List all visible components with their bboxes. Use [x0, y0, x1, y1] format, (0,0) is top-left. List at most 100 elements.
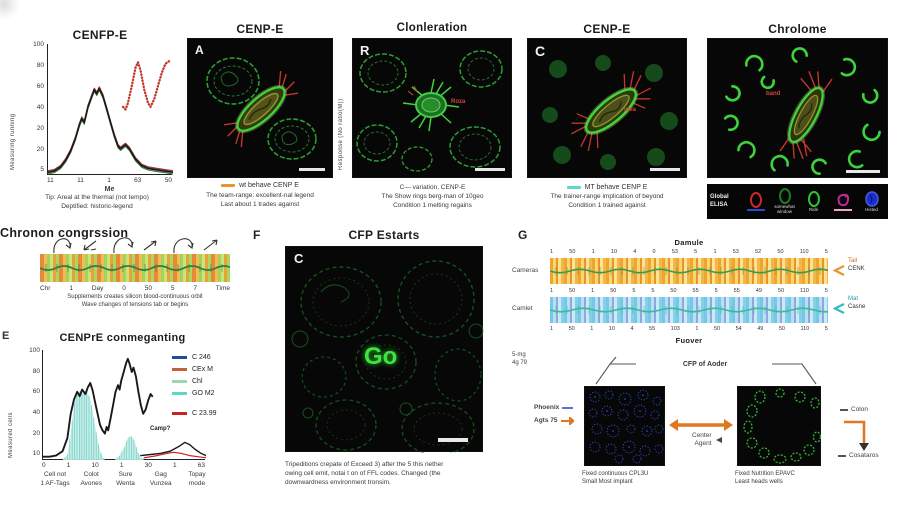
tick-label: 1: [172, 462, 177, 469]
tick-label: 40: [36, 103, 44, 111]
chart1-x-axis-label: Me: [104, 186, 115, 193]
blue-underline: [746, 209, 765, 211]
tick-label: 63: [134, 177, 142, 184]
tick-label: 1: [119, 462, 124, 469]
chart2-legend-label-3: Chl: [192, 378, 203, 385]
group5-line1: Topay: [188, 471, 206, 478]
cosataros-text: Cosataros: [849, 452, 879, 459]
chart2-y-axis-label: Measured cells: [8, 412, 14, 458]
legend-swatch-blue: [172, 356, 187, 359]
panelA-title: CENP-E: [236, 22, 284, 36]
chart1-caption-line1: Tip: Areal at the thermal (not tempo): [45, 194, 149, 201]
chart2-y-ticks: 100 80 60 40 20 10: [22, 347, 40, 458]
tick-label: 49: [757, 326, 764, 332]
chart2-legend-item-1: C 246: [172, 354, 217, 361]
tick-label: 20: [36, 145, 44, 153]
tick-label: 50: [568, 326, 575, 332]
tick-label: 54: [735, 326, 742, 332]
tick-label: 50: [144, 285, 152, 292]
gray-dash-icon-1: [840, 409, 848, 412]
tick-label: 103: [670, 326, 680, 332]
panelK-inner-annotation: band: [766, 91, 781, 97]
group2-line1: Colot: [83, 471, 99, 478]
panelK-scale-bar: [846, 170, 880, 173]
panelF-title: CFP Estarts: [348, 228, 420, 242]
gray-dash-icon-2: [838, 455, 846, 458]
tick-label: 1: [591, 288, 595, 294]
panelG-arrow2-label: Mat Casne: [848, 296, 865, 312]
colon-text: Colon: [851, 406, 868, 413]
panelA-caption-line2: Last about 1 trades against: [220, 201, 300, 208]
tick-label: 1: [695, 326, 699, 332]
tick-label: 10: [610, 249, 618, 255]
tick-label: 5: [40, 166, 44, 174]
panelG-orange-wave: [549, 267, 831, 275]
panelK-legend-title-line1: Global: [710, 194, 729, 201]
tick-label: 49: [755, 288, 762, 294]
panelG-note: 5-mg 4g 79: [512, 352, 527, 368]
panelG-numbers-bottom: 1 50 1 10 4 55 103 1 50 54 49 50 110 5: [550, 326, 828, 332]
panelG-letter: G: [518, 228, 528, 242]
chart1-x-ticks: 11 11 1 63 50: [47, 177, 172, 184]
panelC-legend-swatch: [566, 186, 581, 189]
congression-wave-line: [39, 264, 233, 272]
tick-label: 110: [799, 249, 809, 255]
tick-label: 0: [42, 462, 46, 469]
mid-label-line1: Center: [692, 432, 712, 439]
tick-label: 5: [824, 288, 828, 294]
tick-label: 50: [777, 288, 785, 294]
panelG-bracket-label: CFP of Aoder: [682, 361, 728, 368]
legend-swatch-lightgreen: [172, 380, 187, 383]
tick-label: 50: [569, 249, 576, 255]
tick-label: 5: [651, 288, 655, 294]
orange-chevron-arrow-icon: [833, 265, 845, 276]
note-line2: 4g 79: [512, 359, 528, 366]
chart2-legend-item-5: C 23.99: [172, 410, 217, 417]
panelG-numbers-mid: 1 50 1 50 5 5 50 55 5 55 49 50 110 5: [550, 288, 828, 294]
tick-label: 52: [755, 249, 762, 255]
group3-line2: Wenta: [116, 479, 135, 487]
panelG-bracket-lines: [595, 356, 817, 385]
pink-underline: [833, 209, 852, 211]
panelK-item2-line2: window: [776, 209, 792, 214]
tick-label: 1: [107, 177, 111, 184]
panelF-micrograph: C Go: [285, 246, 484, 456]
chart1-title: CENFP-E: [72, 28, 128, 42]
chart1-plot-area: [47, 44, 174, 175]
orange-elbow-arrow-icon: [844, 420, 869, 451]
chart1-caption-line2: Deptified: historic-legend: [61, 203, 133, 210]
tick-label: 1: [590, 326, 594, 332]
chart2-group-labels: Cell not 1 AF-Tags Colot Avones Sure Wenta …: [38, 471, 213, 489]
orange-right-arrow-icon: [561, 417, 575, 426]
mid-label-text: Center Agent: [692, 432, 712, 449]
panelC-cells-art: [542, 55, 678, 170]
chart1-y-ticks: 100 80 60 40 20 20 5: [24, 41, 44, 174]
group2-line2: Avones: [80, 479, 103, 487]
panelG-left-caption: Fixed continuous CPL3U Small Most implan…: [582, 470, 692, 487]
panelF-cells-art: [291, 260, 484, 456]
panelG-arrow1-label: Tail CENK: [848, 258, 865, 274]
group3-line1: Sure: [118, 471, 133, 478]
panelA-legend-swatch: [221, 184, 236, 187]
tick-label: 4: [630, 326, 634, 332]
tick-label: 63: [197, 462, 205, 469]
chart2-plot-area: [42, 350, 207, 460]
panelC-caption-line1: The trainer-range implication of beyond: [550, 193, 664, 200]
right-caption-line1: Fixed Nutrition EPAVC: [735, 471, 795, 477]
chart1-y-axis-label: Measuring running: [10, 113, 16, 171]
tick-label: 110: [800, 288, 809, 294]
note-line1: 5-mg: [512, 352, 526, 358]
arrow2-line1: Mat: [848, 296, 859, 302]
tick-label: 53: [671, 249, 678, 255]
tick-label: 50: [610, 288, 617, 294]
blue-dash-icon: [562, 407, 574, 410]
congression-strip: [39, 254, 233, 282]
legend-swatch-red: [172, 412, 187, 415]
chart2-group-4: Gag Vunzea: [145, 471, 177, 489]
tick-label: 1: [550, 288, 554, 294]
panelC-inner-annotation: Idea: [624, 107, 637, 113]
panelK-legend-item-blue: Histed: [858, 190, 885, 213]
panelG-top-title: Damule: [674, 238, 704, 247]
chart2-legend-item-4: GO M2: [172, 390, 217, 397]
